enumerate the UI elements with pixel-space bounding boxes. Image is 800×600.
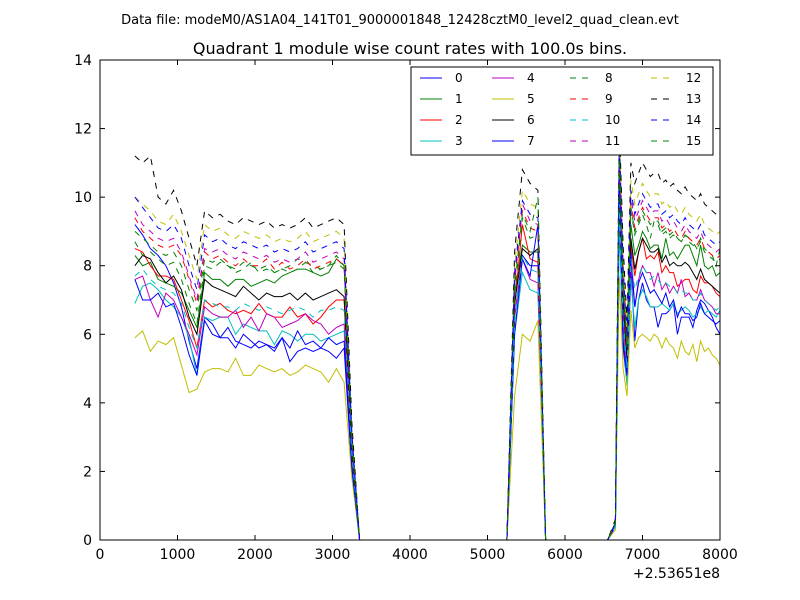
legend-label-15: 15 (686, 134, 701, 148)
series-line-10 (134, 203, 721, 541)
chart-title: Quadrant 1 module wise count rates with … (193, 39, 627, 58)
x-tick-label: 1000 (160, 547, 196, 563)
legend-label-9: 9 (605, 92, 613, 106)
series-line-1 (134, 197, 721, 541)
legend-label-13: 13 (686, 92, 701, 106)
legend-label-12: 12 (686, 71, 701, 85)
series-line-15 (134, 152, 721, 541)
y-tick-label: 4 (83, 396, 92, 412)
legend-label-4: 4 (527, 71, 535, 85)
y-tick-label: 14 (74, 53, 92, 69)
y-tick-label: 10 (74, 190, 92, 206)
chart-suptitle: Data file: modeM0/AS1A04_141T01_90000018… (121, 13, 679, 28)
legend-label-8: 8 (605, 71, 613, 85)
legend-label-3: 3 (455, 134, 463, 148)
axis-ticks: 0 1000 2000 3000 4000 5000 6000 7000 80000246810… (74, 53, 738, 563)
series-line-12 (134, 128, 721, 541)
x-tick-label: 0 (96, 547, 105, 563)
legend-label-6: 6 (527, 113, 535, 127)
series-line-11 (134, 142, 721, 541)
series-line-9 (134, 149, 721, 541)
x-tick-label: 4000 (392, 547, 428, 563)
series-line-13 (134, 121, 721, 541)
y-tick-label: 6 (83, 327, 92, 343)
series-line-14 (134, 135, 721, 541)
series-line-0 (134, 214, 721, 541)
x-tick-label: 5000 (470, 547, 506, 563)
x-tick-label: 2000 (237, 547, 273, 563)
y-tick-label: 12 (74, 122, 92, 138)
legend-label-11: 11 (605, 134, 620, 148)
legend-label-0: 0 (455, 71, 463, 85)
series-line-2 (134, 162, 721, 541)
legend-label-1: 1 (455, 92, 463, 106)
x-tick-label: 6000 (547, 547, 583, 563)
x-tick-label: 7000 (625, 547, 661, 563)
y-tick-label: 0 (83, 533, 92, 549)
x-offset-label: +2.53651e8 (633, 566, 720, 582)
series-line-5 (134, 275, 721, 541)
series-line-6 (134, 190, 721, 541)
legend-label-5: 5 (527, 92, 535, 106)
x-tick-label: 8000 (702, 547, 738, 563)
legend-label-10: 10 (605, 113, 620, 127)
series-group (134, 121, 721, 541)
x-tick-label: 3000 (315, 547, 351, 563)
legend-box (410, 66, 714, 156)
legend-label-2: 2 (455, 113, 463, 127)
legend-label-7: 7 (527, 134, 535, 148)
legend-label-14: 14 (686, 113, 701, 127)
y-tick-label: 8 (83, 259, 92, 275)
y-tick-label: 2 (83, 464, 92, 480)
